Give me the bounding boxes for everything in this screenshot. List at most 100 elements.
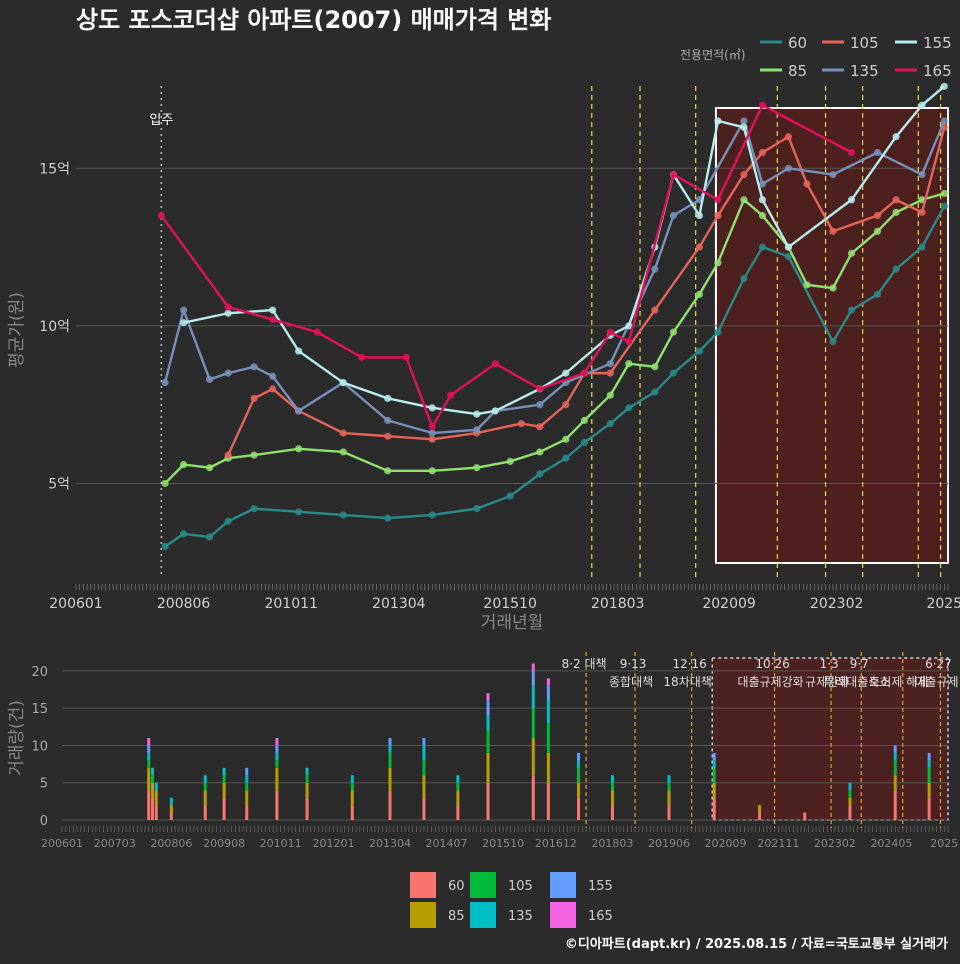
policy-label: 1·3: [820, 657, 839, 671]
data-point-105: [803, 180, 811, 188]
volume-bar-105: [531, 708, 535, 738]
policy-label: 종합대책: [609, 674, 653, 689]
volume-bar-105: [667, 782, 671, 791]
legend-label-165: 165: [588, 909, 613, 924]
x-tick-label: 202302: [810, 596, 863, 612]
volume-bar-135: [203, 775, 207, 783]
volume-bar-135: [350, 775, 354, 783]
volume-bar-85: [546, 752, 550, 783]
legend-swatch-105: [470, 872, 496, 898]
x-tick-label: 2025: [926, 596, 960, 612]
x-tick-label: 202009: [705, 837, 747, 850]
volume-bar-85: [712, 782, 716, 798]
volume-bar-60: [203, 805, 207, 820]
data-point-165: [491, 360, 499, 368]
data-point-60: [918, 243, 926, 251]
data-point-85: [180, 460, 188, 469]
volume-bar-85: [456, 790, 460, 806]
data-point-85: [384, 467, 392, 475]
data-point-60: [740, 274, 748, 283]
data-point-105: [606, 369, 614, 377]
data-point-135: [224, 369, 232, 377]
volume-bar-155: [577, 752, 581, 761]
volume-bar-60: [275, 790, 279, 820]
volume-bar-135: [388, 745, 392, 753]
volume-bar-60: [147, 790, 151, 820]
data-point-105: [384, 432, 392, 440]
volume-bar-105: [546, 723, 550, 753]
data-point-165: [313, 328, 321, 336]
legend-swatch-135: [470, 902, 496, 928]
volume-bar-105: [456, 782, 460, 791]
x-tick-label: 201304: [372, 596, 426, 612]
policy-label: 9·7: [850, 657, 869, 671]
data-point-85: [695, 290, 703, 298]
data-point-105: [562, 401, 570, 409]
policy-label: 18차대책: [663, 674, 711, 689]
data-point-105: [784, 133, 793, 141]
volume-bar-85: [577, 782, 581, 798]
data-point-85: [669, 328, 678, 336]
legend-label-60: 60: [788, 34, 807, 52]
volume-bar-60: [245, 805, 249, 820]
data-point-85: [295, 445, 303, 453]
data-point-135: [940, 117, 948, 125]
shaded-range: [714, 107, 949, 564]
volume-bar-155: [531, 670, 535, 686]
volume-bar-135: [667, 775, 671, 783]
data-point-60: [940, 202, 948, 210]
data-point-85: [250, 451, 258, 459]
volume-bar-105: [245, 782, 249, 791]
legend-label-135: 135: [850, 62, 879, 80]
volume-bar-155: [388, 738, 392, 746]
volume-bar-105: [486, 730, 490, 753]
volume-bar-60: [927, 797, 931, 820]
data-point-135: [205, 375, 214, 384]
data-point-135: [669, 211, 678, 220]
x-axis-label: 거래년월: [481, 613, 544, 633]
volume-bar-85: [848, 797, 852, 806]
data-point-60: [625, 404, 633, 412]
volume-bar-85: [245, 790, 249, 806]
data-point-135: [758, 180, 767, 188]
data-point-60: [384, 514, 392, 522]
data-point-85: [205, 464, 214, 472]
volume-bar-105: [848, 790, 852, 798]
x-tick-label: 200601: [49, 596, 102, 612]
x-tick-label: 201011: [260, 837, 302, 850]
legend-title: 전용면적(㎡): [680, 48, 746, 62]
data-point-85: [892, 208, 900, 216]
volume-bar-155: [927, 752, 931, 761]
volume-bar-60: [803, 812, 807, 820]
volume-bar-85: [350, 790, 354, 806]
data-point-85: [625, 360, 633, 368]
data-point-155: [224, 309, 232, 317]
volume-bar-60: [893, 790, 897, 820]
data-point-85: [161, 479, 169, 488]
legend-swatch-60: [410, 872, 436, 898]
volume-bar-135: [456, 775, 460, 783]
volume-bar-135: [848, 782, 852, 791]
data-point-165: [428, 423, 436, 431]
data-point-155: [491, 407, 499, 415]
data-point-105: [892, 196, 900, 204]
data-point-60: [180, 530, 188, 538]
data-point-155: [695, 211, 703, 220]
volume-bar-85: [610, 790, 614, 806]
volume-bar-105: [203, 782, 207, 791]
volume-bar-135: [712, 760, 716, 768]
data-point-85: [606, 391, 614, 399]
data-point-135: [740, 117, 748, 125]
volume-bar-60: [531, 775, 535, 820]
data-point-165: [536, 385, 544, 393]
volume-bar-135: [893, 752, 897, 761]
volume-bar-135: [927, 760, 931, 768]
data-point-155: [473, 410, 481, 418]
x-tick-label: 202405: [870, 837, 912, 850]
volume-bar-105: [893, 760, 897, 776]
legend: 전용면적(㎡) 60 105 155 85 135 165: [680, 34, 952, 80]
data-point-85: [940, 189, 948, 198]
y-tick-label: 5억: [48, 476, 70, 492]
data-point-60: [339, 511, 347, 519]
volume-bar-105: [275, 760, 279, 768]
